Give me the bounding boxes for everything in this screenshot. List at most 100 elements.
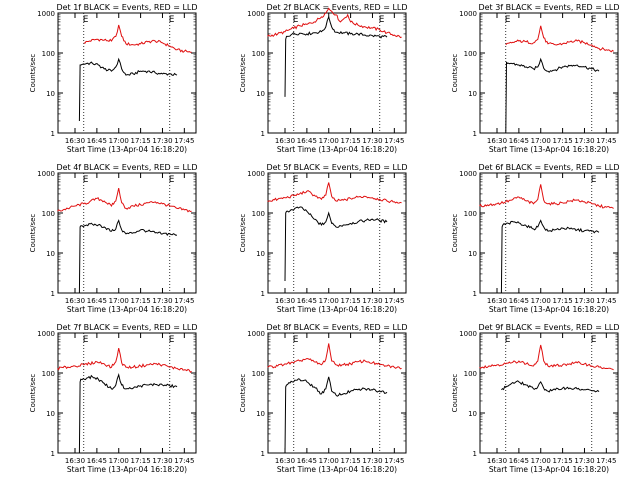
x-tick-label: 17:30	[574, 137, 594, 145]
events-series-line	[78, 57, 178, 122]
x-tick-label: 16:45	[87, 457, 107, 465]
y-tick-label: 1	[261, 130, 265, 138]
y-axis-label: Counts/sec	[451, 214, 459, 253]
x-tick-label: 17:30	[152, 457, 172, 465]
y-tick-label: 1000	[247, 10, 265, 18]
panel-8: Det 8f BLACK = Events, RED = LLD 1 10 100 10…	[239, 323, 408, 474]
panel-1: Det 1f BLACK = Events, RED = LLD 1 10 100 10…	[29, 3, 198, 154]
plot-frame	[57, 12, 197, 134]
x-tick-label: 17:00	[319, 137, 339, 145]
y-tick-label: 100	[252, 50, 265, 58]
x-axis-label: Start Time (13-Apr-04 16:18:20)	[67, 305, 187, 314]
event-marker-label: E	[293, 175, 299, 185]
event-marker-label: E	[591, 15, 597, 25]
x-tick-label: 17:00	[319, 297, 339, 305]
event-marker-label: E	[591, 335, 597, 345]
x-tick-label: 17:45	[174, 297, 194, 305]
x-tick-label: 17:30	[152, 297, 172, 305]
x-tick-label: 17:45	[384, 297, 404, 305]
x-tick-label: 17:30	[574, 297, 594, 305]
panel-title: Det 2f BLACK = Events, RED = LLD	[266, 3, 407, 12]
x-tick-label: 17:15	[341, 457, 361, 465]
x-tick-label: 17:45	[596, 297, 616, 305]
y-tick-label: 10	[468, 410, 477, 418]
plot-frame	[267, 172, 407, 294]
x-tick-label: 17:45	[596, 457, 616, 465]
x-tick-label: 16:30	[487, 457, 507, 465]
event-marker-label: E	[379, 175, 385, 185]
events-series-line	[505, 57, 600, 134]
x-tick-label: 17:00	[531, 137, 551, 145]
x-tick-label: 16:45	[297, 137, 317, 145]
x-tick-label: 17:00	[531, 457, 551, 465]
y-tick-label: 100	[252, 210, 265, 218]
y-axis-label: Counts/sec	[451, 374, 459, 413]
event-marker-label: E	[505, 175, 511, 185]
y-tick-label: 1	[473, 450, 477, 458]
x-tick-label: 17:45	[596, 137, 616, 145]
x-tick-label: 17:00	[109, 297, 129, 305]
lld-series-line	[83, 24, 192, 54]
event-marker-label: E	[169, 175, 175, 185]
panel-2: Det 2f BLACK = Events, RED = LLD 1 10 100 10…	[239, 3, 408, 154]
panel-title: Det 5f BLACK = Events, RED = LLD	[266, 163, 407, 172]
y-tick-label: 100	[464, 50, 477, 58]
x-tick-label: 16:45	[509, 457, 529, 465]
events-series-line	[501, 380, 600, 393]
lld-series-line	[267, 7, 402, 39]
panel-9: Det 9f BLACK = Events, RED = LLD 1 10 100 10…	[451, 323, 620, 474]
plot-frame	[479, 172, 619, 294]
y-tick-label: 1	[261, 290, 265, 298]
x-tick-label: 16:30	[65, 297, 85, 305]
x-tick-label: 16:45	[87, 297, 107, 305]
x-tick-label: 17:30	[152, 137, 172, 145]
plot-frame	[57, 332, 197, 454]
y-tick-label: 1	[473, 130, 477, 138]
x-tick-label: 17:45	[174, 137, 194, 145]
event-marker-label: E	[293, 335, 299, 345]
x-tick-label: 16:30	[65, 137, 85, 145]
x-tick-label: 16:30	[275, 457, 295, 465]
y-tick-label: 1000	[459, 170, 477, 178]
x-tick-label: 16:30	[65, 457, 85, 465]
y-tick-label: 1000	[459, 10, 477, 18]
x-tick-label: 17:00	[109, 457, 129, 465]
event-marker-label: E	[591, 175, 597, 185]
x-tick-label: 16:45	[297, 457, 317, 465]
x-tick-label: 17:30	[574, 457, 594, 465]
lld-series-line	[57, 347, 192, 373]
lld-series-line	[267, 343, 402, 370]
events-series-line	[284, 15, 388, 97]
y-tick-label: 1000	[247, 170, 265, 178]
lld-series-line	[479, 344, 614, 371]
x-tick-label: 17:45	[174, 457, 194, 465]
event-marker-label: E	[169, 15, 175, 25]
x-tick-label: 17:00	[319, 457, 339, 465]
plot-frame	[479, 12, 619, 134]
y-tick-label: 10	[46, 90, 55, 98]
event-marker-label: E	[83, 335, 89, 345]
events-series-line	[78, 373, 178, 454]
event-marker-label: E	[505, 335, 511, 345]
x-tick-label: 17:00	[109, 137, 129, 145]
y-axis-label: Counts/sec	[29, 54, 37, 93]
x-tick-label: 17:15	[131, 137, 151, 145]
y-tick-label: 10	[256, 410, 265, 418]
event-marker-label: E	[505, 15, 511, 25]
lld-series-line	[479, 184, 614, 209]
event-marker-label: E	[83, 15, 89, 25]
panel-title: Det 1f BLACK = Events, RED = LLD	[56, 3, 197, 12]
y-tick-label: 1000	[37, 170, 55, 178]
y-axis-label: Counts/sec	[239, 214, 247, 253]
x-tick-label: 17:30	[362, 137, 382, 145]
events-series-line	[78, 219, 178, 294]
event-marker-label: E	[169, 335, 175, 345]
panel-6: Det 6f BLACK = Events, RED = LLD 1 10 100 10…	[451, 163, 620, 314]
x-tick-label: 16:30	[487, 137, 507, 145]
x-axis-label: Start Time (13-Apr-04 16:18:20)	[67, 145, 187, 154]
y-tick-label: 100	[464, 370, 477, 378]
y-tick-label: 100	[252, 370, 265, 378]
event-marker-label: E	[379, 335, 385, 345]
y-tick-label: 10	[256, 90, 265, 98]
y-axis-label: Counts/sec	[239, 374, 247, 413]
